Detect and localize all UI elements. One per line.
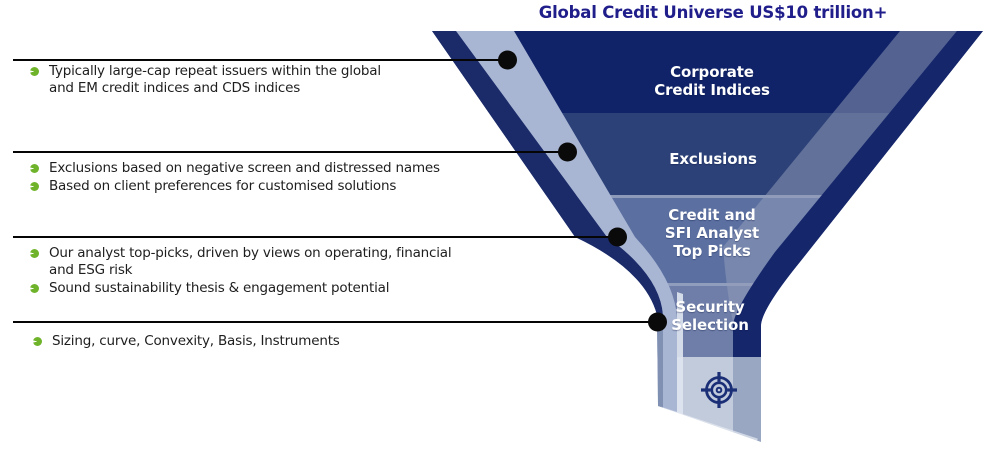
bullet-text: Typically large-cap repeat issuers withi… (49, 63, 381, 96)
green-bullet-icon (33, 337, 42, 346)
bullet-text: Sound sustainability thesis & engagement… (49, 280, 390, 296)
bullet-item: Sound sustainability thesis & engagement… (30, 280, 550, 297)
green-bullet-icon (30, 164, 39, 173)
stage-label-exclusions: Exclusions (669, 150, 757, 168)
green-bullet-icon (30, 67, 39, 76)
stem-cut-highlight (659, 406, 758, 442)
bullet-item: Typically large-cap repeat issuers withi… (30, 63, 550, 97)
section-corporate-credit-indices: Typically large-cap repeat issuers withi… (30, 63, 550, 98)
green-bullet-icon (30, 249, 39, 258)
section-exclusions: Exclusions based on negative screen and … (30, 160, 550, 196)
green-bullet-icon (30, 284, 39, 293)
connector-dot-icon (608, 227, 627, 247)
bullet-item: Our analyst top-picks, driven by views o… (30, 245, 550, 279)
bullet-text: Based on client preferences for customis… (49, 178, 397, 194)
target-crosshair-icon (701, 372, 737, 408)
section-top-picks: Our analyst top-picks, driven by views o… (30, 245, 550, 298)
bullet-item: Exclusions based on negative screen and … (30, 160, 550, 177)
connector-line-2 (13, 142, 577, 162)
connector-dot-icon (648, 312, 667, 332)
stage-label-top-picks: Credit and SFI Analyst Top Picks (664, 206, 760, 260)
green-bullet-icon (30, 182, 39, 191)
bullet-text: Our analyst top-picks, driven by views o… (49, 245, 452, 278)
bullet-item: Sizing, curve, Convexity, Basis, Instrum… (33, 333, 553, 350)
stem-right-strip (733, 357, 761, 442)
connector-line-4 (13, 312, 667, 332)
funnel-stem (432, 357, 983, 442)
stage-label-security-selection: Security Selection (671, 298, 749, 334)
stage-label-corporate-credit-indices: Corporate Credit Indices (654, 63, 770, 99)
bullet-text: Sizing, curve, Convexity, Basis, Instrum… (52, 333, 340, 349)
connector-dot-icon (558, 142, 577, 162)
connector-line-1 (13, 50, 517, 70)
section-security-selection: Sizing, curve, Convexity, Basis, Instrum… (33, 333, 553, 351)
connector-line-3 (13, 227, 627, 247)
bullet-item: Based on client preferences for customis… (30, 178, 550, 195)
bullet-text: Exclusions based on negative screen and … (49, 160, 440, 176)
diagram-title: Global Credit Universe US$10 trillion+ (538, 3, 888, 22)
